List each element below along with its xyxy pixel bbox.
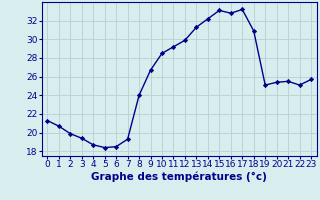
X-axis label: Graphe des températures (°c): Graphe des températures (°c) <box>91 172 267 182</box>
